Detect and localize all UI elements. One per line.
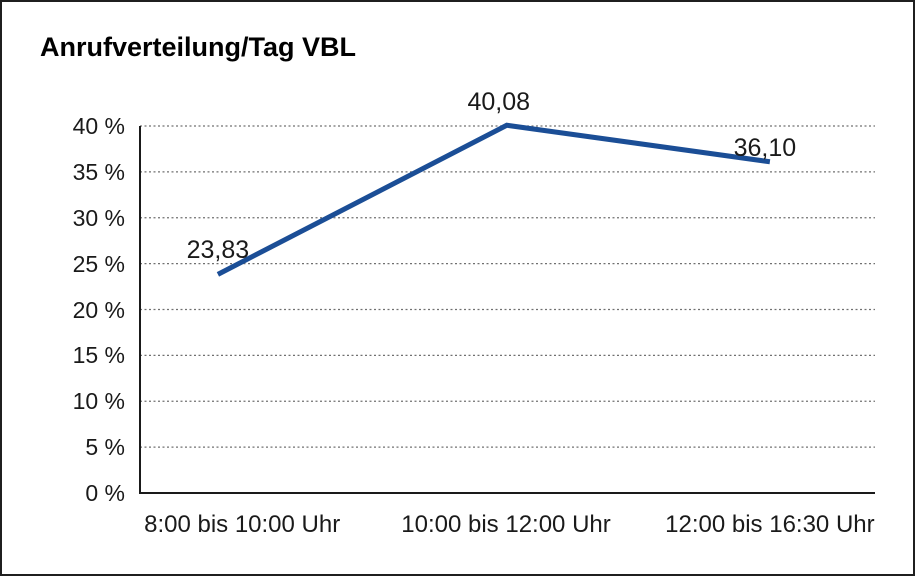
y-axis-tick-label: 15 % [72,342,125,369]
y-axis-tick-label: 40 % [72,113,125,139]
y-axis-tick-label: 5 % [85,434,125,461]
y-axis-tick-label: 25 % [72,250,125,277]
data-point-label: 36,10 [733,133,797,162]
y-axis-tick-label: 35 % [72,158,125,185]
data-point-label: 23,83 [186,236,250,265]
y-axis-tick-label: 0 % [85,480,125,506]
x-axis-category-label: 12:00 bis 16:30 Uhr [665,511,875,538]
chart-title: Anrufverteilung/Tag VBL [40,32,357,62]
y-axis-tick-label: 30 % [72,204,125,231]
x-axis-category-label: 10:00 bis 12:00 Uhr [401,511,611,538]
y-axis-tick-label: 20 % [72,296,125,323]
x-axis-category-label: 8:00 bis 10:00 Uhr [144,511,341,538]
y-axis-tick-label: 10 % [72,388,125,415]
data-line-series [216,122,771,277]
data-point-label: 40,08 [467,88,531,117]
